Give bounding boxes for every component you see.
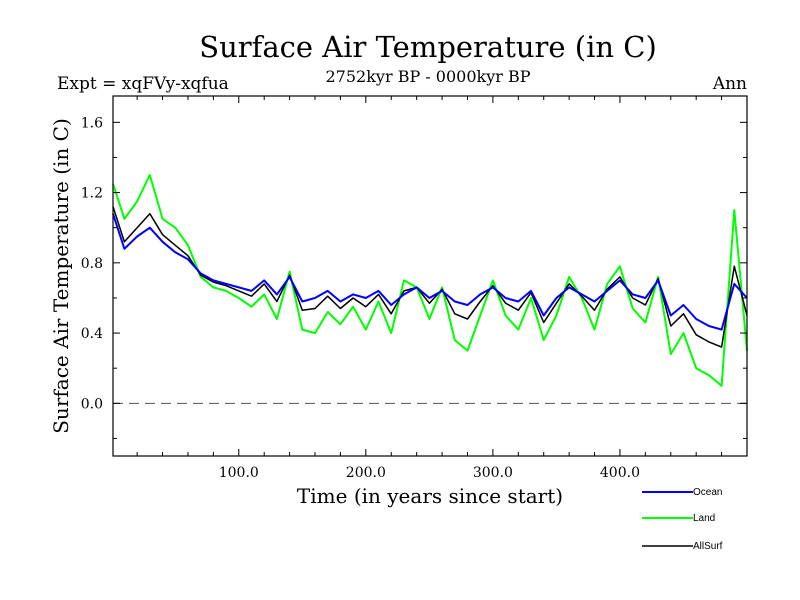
x-tick-label: 100.0	[219, 465, 259, 481]
legend-label-allsurf: AllSurf	[693, 541, 723, 552]
plot-frame	[112, 95, 748, 457]
x-axis-label: Time (in years since start)	[297, 484, 563, 508]
y-tick-label: 0.4	[81, 326, 103, 342]
legend-label-land: Land	[693, 513, 715, 524]
series-line-allsurf	[112, 206, 748, 348]
plot-series-group	[112, 174, 748, 387]
axes-group: 100.0 200.0 300.0 400.0 0.0 0.4 0.8 1.2 1.6	[81, 96, 747, 481]
y-tick-label: 0.0	[81, 396, 103, 412]
y-tick-label: 0.8	[81, 256, 103, 272]
chart-subtitle: 2752kyr BP - 0000kyr BP	[326, 67, 531, 86]
y-tick-label: 1.2	[81, 186, 103, 202]
expt-label: Expt = xqFVy-xqfua	[57, 74, 229, 94]
legend: Ocean Land AllSurf	[642, 487, 723, 552]
x-tick-label: 400.0	[600, 465, 640, 481]
chart-title: Surface Air Temperature (in C)	[199, 30, 657, 64]
period-label: Ann	[712, 74, 747, 94]
y-axis-label: Surface Air Temperature (in C)	[49, 118, 73, 434]
series-line-land	[112, 174, 748, 387]
x-tick-label: 200.0	[346, 465, 386, 481]
legend-label-ocean: Ocean	[693, 487, 722, 498]
y-tick-label: 1.6	[81, 115, 103, 131]
x-tick-label: 300.0	[473, 465, 513, 481]
series-line-ocean	[112, 213, 748, 331]
